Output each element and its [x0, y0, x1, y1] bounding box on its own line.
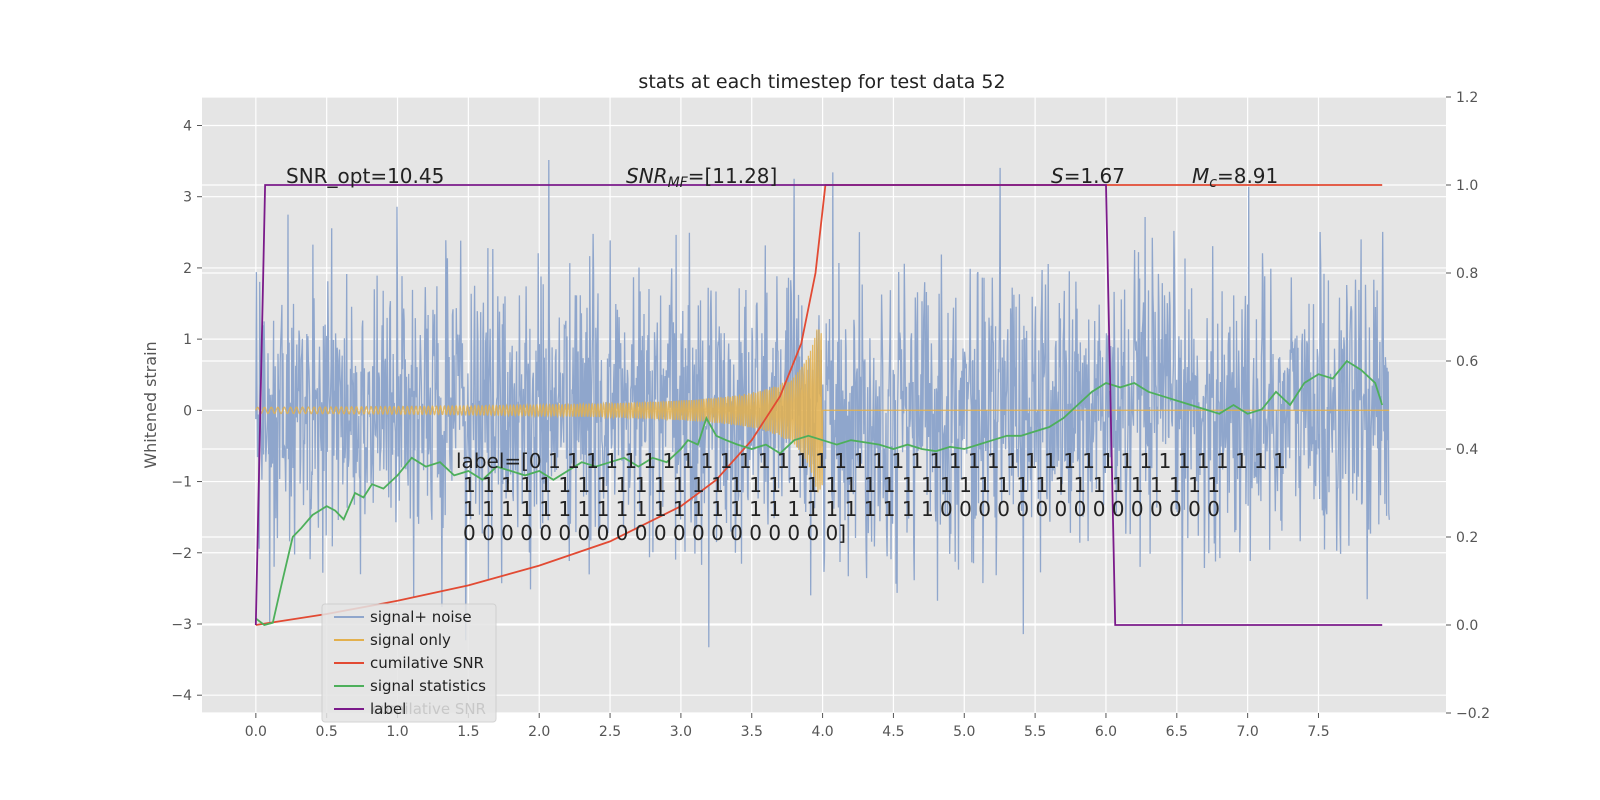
x-tick-label: 7.5: [1307, 724, 1329, 740]
mc-annotation: Mc=8.91: [1192, 164, 1278, 191]
series-signal-statistics: [255, 359, 1384, 626]
series-label: [254, 184, 1383, 626]
legend-label-signal-only: signal only: [370, 631, 451, 649]
y2-tick-label: −0.2: [1456, 706, 1490, 722]
y-tick-label: −1: [171, 475, 192, 491]
y-tick-label: 0: [183, 403, 192, 419]
y-tick-label: −2: [171, 546, 192, 562]
y2-tick-label: 0.4: [1456, 442, 1478, 458]
x-tick-label: 2.0: [528, 724, 550, 740]
legend-ghost-text: cumilative SNR: [372, 700, 486, 718]
chart-title: stats at each timestep for test data 52: [638, 71, 1005, 93]
series-signal-only: [255, 329, 1390, 493]
label-array-line-4: 0 0 0 0 0 0 0 0 0 0 0 0 0 0 0 0 0 0 0 0]: [463, 521, 846, 545]
legend-label-signal-noise: signal+ noise: [370, 608, 472, 626]
snr-mf-subscript: MF: [668, 175, 689, 191]
x-tick-label: 3.0: [670, 724, 692, 740]
x-tick-label: 4.0: [811, 724, 833, 740]
x-tick-label: 1.0: [386, 724, 408, 740]
snr-opt-annotation: SNR_opt=10.45: [286, 164, 444, 188]
legend-label-signal-statistics: signal statistics: [370, 677, 486, 695]
y-tick-label: 4: [183, 118, 192, 134]
s-value: =1.67: [1064, 164, 1125, 188]
y2-tick-label: 0.8: [1456, 266, 1478, 282]
y2-tick-label: 0.0: [1456, 618, 1478, 634]
series-cumulative-snr: [255, 184, 1383, 626]
series-layer: [254, 159, 1390, 648]
legend-label-label: label: [370, 700, 406, 718]
y2-tick-label: 0.6: [1456, 354, 1478, 370]
legend-label-cumulative-snr: cumilative SNR: [370, 654, 484, 672]
x-tick-label: 0.5: [316, 724, 338, 740]
s-symbol: S: [1051, 164, 1064, 188]
y-tick-label: 2: [183, 261, 192, 277]
x-tick-label: 0.0: [245, 724, 267, 740]
mc-value: =8.91: [1217, 164, 1278, 188]
legend: cumilative SNR signal+ noise signal only…: [321, 603, 497, 723]
snr-mf-value: =[11.28]: [688, 164, 778, 188]
label-array-line-3: 1 1 1 1 1 1 1 1 1 1 1 1 1 1 1 1 1 1 1 1 …: [463, 497, 1220, 521]
x-tick-label: 6.0: [1095, 724, 1117, 740]
s-annotation: S=1.67: [1051, 164, 1125, 188]
x-tick-label: 3.5: [741, 724, 763, 740]
label-array-line-1: label=[0 1 1 1 1 1 1 1 1 1 1 1 1 1 1 1 1…: [456, 449, 1286, 473]
axes: 0.0 0.5 1.0 1.5 2.0 2.5 3.0 3.5 4.0 4.5 5.0 5.5 6.0 6…: [171, 90, 1490, 740]
x-tick-label: 4.5: [882, 724, 904, 740]
x-tick-label: 5.5: [1024, 724, 1046, 740]
y2-tick-label: 0.2: [1456, 530, 1478, 546]
legend-box: [321, 603, 497, 723]
y2-tick-label: 1.2: [1456, 90, 1478, 106]
y-axis-label: Whitened strain: [141, 341, 160, 468]
x-tick-label: 2.5: [599, 724, 621, 740]
y-tick-label: −4: [171, 688, 192, 704]
mc-symbol: M: [1192, 164, 1209, 188]
y2-tick-label: 1.0: [1456, 178, 1478, 194]
y-tick-label: 1: [183, 332, 192, 348]
snr-mf-annotation: SNRMF=[11.28]: [626, 164, 777, 191]
x-tick-label: 1.5: [457, 724, 479, 740]
y-tick-label: 3: [183, 190, 192, 206]
label-array-line-2: 1 1 1 1 1 1 1 1 1 1 1 1 1 1 1 1 1 1 1 1 …: [463, 473, 1220, 497]
x-tick-label: 7.0: [1237, 724, 1259, 740]
x-tick-label: 6.5: [1166, 724, 1188, 740]
x-tick-label: 5.0: [953, 724, 975, 740]
snr-mf-symbol: SNR: [626, 164, 668, 188]
y-tick-label: −3: [171, 617, 192, 633]
mc-subscript: c: [1209, 175, 1217, 191]
